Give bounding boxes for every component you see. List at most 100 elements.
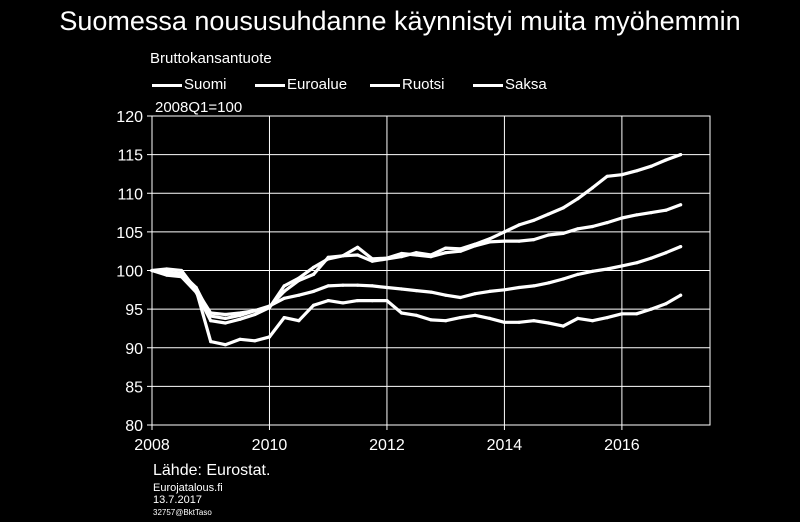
data-point-saksa-4 bbox=[209, 314, 213, 318]
data-point-saksa-34 bbox=[649, 164, 653, 168]
data-point-saksa-27 bbox=[546, 212, 551, 216]
data-point-ruotsi-25 bbox=[517, 239, 521, 243]
data-point-saksa-7 bbox=[253, 309, 257, 313]
data-point-suomi-8 bbox=[267, 335, 272, 339]
data-point-ruotsi-33 bbox=[635, 213, 639, 217]
y-tick-label-95: 95 bbox=[125, 302, 143, 319]
data-point-saksa-17 bbox=[400, 255, 404, 259]
data-point-ruotsi-4 bbox=[209, 319, 213, 323]
data-point-euroalue-23 bbox=[488, 289, 492, 293]
data-point-ruotsi-5 bbox=[223, 321, 227, 325]
data-point-suomi-18 bbox=[414, 313, 418, 317]
data-point-suomi-25 bbox=[517, 320, 521, 324]
legend-swatch-ruotsi bbox=[370, 83, 400, 87]
legend-label-ruotsi: Ruotsi bbox=[402, 76, 445, 93]
data-point-saksa-19 bbox=[429, 253, 433, 257]
legend-label-suomi: Suomi bbox=[184, 76, 227, 93]
data-point-euroalue-33 bbox=[635, 261, 639, 265]
data-point-suomi-33 bbox=[635, 312, 639, 316]
data-point-ruotsi-7 bbox=[253, 312, 257, 317]
site-note: Eurojatalous.fi bbox=[153, 482, 223, 494]
data-point-ruotsi-34 bbox=[649, 211, 653, 215]
data-point-saksa-14 bbox=[356, 253, 360, 257]
y-tick-label-80: 80 bbox=[125, 418, 143, 435]
data-point-suomi-14 bbox=[356, 299, 360, 303]
data-point-saksa-33 bbox=[635, 169, 639, 173]
data-point-euroalue-25 bbox=[517, 285, 521, 290]
data-point-suomi-4 bbox=[209, 340, 213, 344]
series-line-suomi bbox=[150, 267, 683, 347]
data-point-suomi-30 bbox=[590, 319, 595, 323]
data-point-suomi-35 bbox=[664, 302, 668, 306]
data-point-suomi-5 bbox=[223, 343, 227, 347]
legend-label-euroalue: Euroalue bbox=[287, 76, 348, 93]
data-point-euroalue-18 bbox=[414, 289, 418, 293]
data-point-euroalue-17 bbox=[400, 287, 404, 291]
data-point-saksa-16 bbox=[385, 257, 389, 261]
data-point-saksa-24 bbox=[502, 230, 506, 234]
chart-code: 32757@BktTaso bbox=[153, 508, 212, 517]
data-point-euroalue-9 bbox=[282, 296, 286, 300]
data-point-saksa-25 bbox=[517, 223, 521, 227]
data-point-saksa-8 bbox=[267, 305, 272, 309]
data-point-saksa-6 bbox=[238, 313, 242, 317]
data-point-suomi-24 bbox=[502, 320, 506, 324]
data-point-saksa-9 bbox=[282, 289, 286, 293]
data-point-suomi-32 bbox=[620, 312, 624, 316]
data-point-suomi-10 bbox=[297, 319, 301, 323]
data-point-euroalue-16 bbox=[385, 285, 389, 290]
data-point-euroalue-10 bbox=[297, 293, 301, 297]
y-tick-label-90: 90 bbox=[125, 341, 143, 358]
data-point-saksa-12 bbox=[326, 255, 330, 259]
data-point-suomi-27 bbox=[546, 321, 551, 325]
y-tick-label-115: 115 bbox=[117, 148, 143, 165]
data-point-saksa-30 bbox=[590, 186, 595, 190]
data-point-ruotsi-14 bbox=[356, 245, 360, 249]
data-point-ruotsi-32 bbox=[620, 216, 624, 220]
data-point-euroalue-32 bbox=[620, 264, 624, 268]
data-point-saksa-35 bbox=[664, 158, 668, 162]
data-point-suomi-22 bbox=[473, 313, 477, 317]
data-point-suomi-34 bbox=[649, 307, 653, 311]
data-point-euroalue-26 bbox=[532, 284, 536, 288]
data-point-suomi-2 bbox=[179, 268, 183, 273]
data-point-euroalue-20 bbox=[444, 293, 448, 297]
data-point-euroalue-29 bbox=[576, 272, 580, 276]
data-point-suomi-11 bbox=[311, 303, 316, 307]
data-point-suomi-17 bbox=[400, 311, 404, 315]
legend-item-euroalue: Euroalue bbox=[255, 76, 347, 93]
x-tick-label-2008: 2008 bbox=[134, 437, 170, 454]
data-point-euroalue-34 bbox=[649, 256, 653, 260]
data-point-suomi-21 bbox=[458, 316, 462, 320]
data-point-suomi-20 bbox=[444, 319, 448, 323]
series-line-euroalue bbox=[150, 245, 683, 317]
x-tick-label-2014: 2014 bbox=[487, 437, 523, 454]
x-tick-label-2012: 2012 bbox=[369, 437, 405, 454]
data-point-suomi-1 bbox=[165, 267, 169, 271]
data-point-euroalue-19 bbox=[429, 290, 433, 294]
data-point-euroalue-31 bbox=[605, 267, 609, 271]
y-tick-label-100: 100 bbox=[116, 264, 143, 281]
y-tick-label-110: 110 bbox=[117, 186, 143, 203]
data-point-suomi-15 bbox=[370, 299, 374, 303]
data-point-saksa-32 bbox=[620, 173, 624, 177]
x-tick-label-2010: 2010 bbox=[252, 437, 288, 454]
chart-title: Suomessa noususuhdanne käynnistyi muita … bbox=[59, 6, 741, 36]
legend-item-ruotsi: Ruotsi bbox=[370, 76, 445, 93]
series-line-saksa bbox=[150, 153, 683, 320]
data-point-suomi-36 bbox=[679, 293, 683, 297]
data-point-euroalue-12 bbox=[326, 284, 330, 288]
data-point-saksa-26 bbox=[532, 218, 536, 222]
data-point-saksa-13 bbox=[341, 254, 345, 258]
data-point-saksa-0 bbox=[150, 268, 154, 273]
data-point-ruotsi-17 bbox=[400, 251, 404, 256]
data-point-euroalue-36 bbox=[679, 245, 683, 249]
data-point-euroalue-11 bbox=[311, 289, 316, 293]
data-point-saksa-10 bbox=[297, 278, 301, 283]
data-point-ruotsi-35 bbox=[664, 208, 668, 212]
index-base-note: 2008Q1=100 bbox=[155, 99, 243, 116]
data-point-saksa-3 bbox=[194, 285, 198, 290]
data-point-ruotsi-23 bbox=[488, 240, 492, 244]
data-point-saksa-29 bbox=[576, 197, 580, 201]
data-point-saksa-11 bbox=[311, 272, 316, 276]
